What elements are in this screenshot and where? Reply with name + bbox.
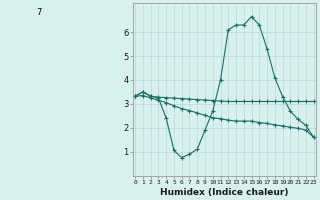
X-axis label: Humidex (Indice chaleur): Humidex (Indice chaleur) — [160, 188, 289, 197]
Text: 7: 7 — [36, 8, 41, 17]
